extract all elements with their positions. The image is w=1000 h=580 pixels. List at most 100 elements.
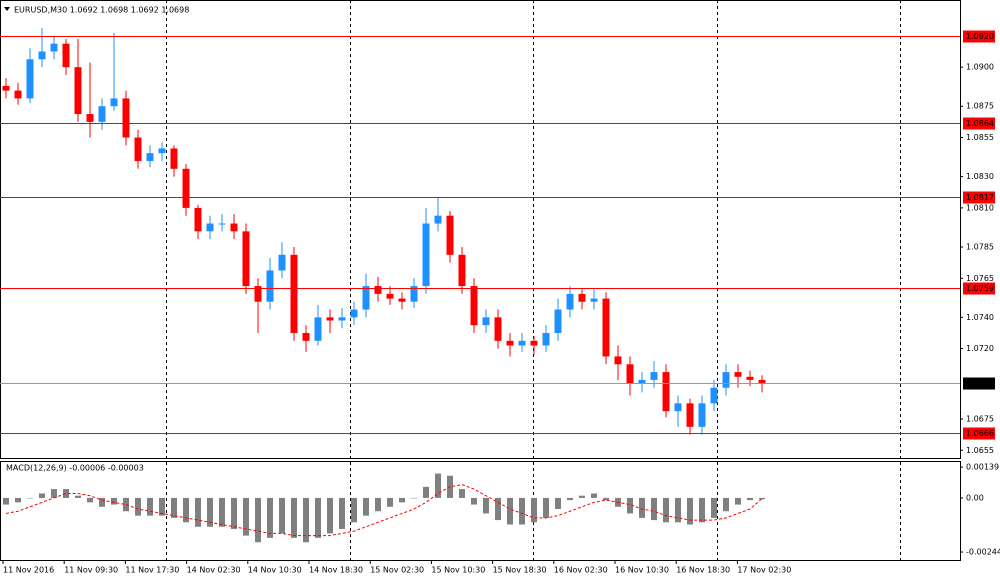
y-tick-label: 1.0740 bbox=[966, 313, 994, 322]
macd-bar bbox=[315, 497, 321, 538]
macd-bar bbox=[639, 497, 645, 518]
macd-bar bbox=[519, 497, 525, 525]
macd-bar bbox=[159, 497, 165, 516]
candle-body bbox=[362, 286, 370, 310]
candle-body bbox=[350, 309, 358, 318]
macd-bar bbox=[735, 497, 741, 505]
macd-bar bbox=[339, 497, 345, 529]
macd-panel-frame bbox=[0, 461, 961, 561]
level-label: 1.0666 bbox=[966, 429, 994, 438]
candle-body bbox=[614, 356, 622, 365]
macd-bar bbox=[219, 497, 225, 527]
level-label-box bbox=[963, 282, 995, 295]
x-tick-label: 15 Nov 10:30 bbox=[431, 566, 485, 575]
macd-bar bbox=[555, 497, 561, 510]
candle-body bbox=[650, 372, 658, 380]
candle-body bbox=[758, 379, 766, 384]
menu-arrow bbox=[4, 7, 10, 11]
macd-bar bbox=[135, 497, 141, 516]
candle-body bbox=[470, 286, 478, 326]
candle-body bbox=[314, 317, 322, 341]
candle-body bbox=[530, 340, 538, 346]
x-tick-label: 14 Nov 18:30 bbox=[309, 566, 363, 575]
candle-body bbox=[14, 90, 22, 99]
price-panel-frame bbox=[0, 0, 961, 459]
macd-bar bbox=[387, 497, 393, 507]
macd-bar bbox=[291, 497, 297, 538]
macd-bar bbox=[723, 497, 729, 512]
macd-bar bbox=[75, 495, 81, 498]
y-tick-label: 1.0655 bbox=[966, 446, 994, 455]
y-tick-label: -0.00244 bbox=[966, 548, 1000, 557]
macd-bar bbox=[87, 497, 93, 503]
x-tick-label: 14 Nov 10:30 bbox=[248, 566, 302, 575]
macd-bar bbox=[99, 497, 105, 507]
y-tick-label: 1.0810 bbox=[966, 203, 994, 212]
candle-body bbox=[74, 67, 82, 115]
macd-bar bbox=[483, 497, 489, 514]
level-label: 1.0864 bbox=[966, 119, 994, 128]
macd-bar bbox=[459, 489, 465, 498]
macd-bar bbox=[687, 497, 693, 525]
macd-bar bbox=[663, 497, 669, 523]
candle-body bbox=[710, 387, 718, 404]
macd-bar bbox=[579, 495, 585, 498]
candle-body bbox=[2, 85, 10, 91]
y-tick-label: 1.0675 bbox=[966, 415, 994, 424]
level-label-box bbox=[963, 427, 995, 440]
macd-bar bbox=[243, 497, 249, 536]
macd-bar bbox=[207, 497, 213, 527]
macd-bar bbox=[327, 497, 333, 534]
macd-bar bbox=[531, 497, 537, 523]
macd-bar bbox=[471, 497, 477, 505]
candle-body bbox=[482, 317, 490, 326]
y-tick-label: 0.00139 bbox=[966, 463, 999, 472]
candle-body bbox=[98, 106, 106, 122]
candle-body bbox=[590, 298, 598, 302]
candle-body bbox=[50, 43, 58, 52]
candle-body bbox=[338, 317, 346, 321]
candle-body bbox=[302, 332, 310, 341]
candle-body bbox=[494, 317, 502, 341]
x-tick-label: 16 Nov 10:30 bbox=[615, 566, 669, 575]
candle-body bbox=[242, 231, 250, 287]
macd-bar bbox=[399, 497, 405, 503]
y-tick-label: 1.0875 bbox=[966, 102, 994, 111]
candle-body bbox=[386, 293, 394, 299]
y-tick-label: 1.0720 bbox=[966, 344, 994, 353]
level-label-box bbox=[963, 30, 995, 43]
x-tick-label: 15 Nov 18:30 bbox=[493, 566, 547, 575]
y-tick-label: 1.0785 bbox=[966, 242, 994, 251]
macd-bar bbox=[231, 497, 237, 529]
macd-bar bbox=[111, 497, 117, 505]
candle-body bbox=[26, 59, 34, 99]
candle-body bbox=[638, 379, 646, 384]
macd-bar bbox=[435, 473, 441, 498]
macd-bar bbox=[255, 497, 261, 543]
candle-body bbox=[722, 372, 730, 388]
macd-bar bbox=[15, 497, 21, 503]
x-tick-label: 11 Nov 2016 bbox=[3, 566, 54, 575]
y-tick-label: 1.0900 bbox=[966, 63, 994, 72]
candle-body bbox=[182, 168, 190, 208]
macd-bar bbox=[195, 497, 201, 527]
level-label: 1.0759 bbox=[966, 284, 994, 293]
macd-bar bbox=[759, 497, 765, 500]
macd-bar bbox=[39, 493, 45, 498]
macd-bar bbox=[603, 497, 609, 501]
macd-bar bbox=[543, 497, 549, 518]
candle-body bbox=[518, 340, 526, 346]
candle-body bbox=[290, 254, 298, 333]
macd-bar bbox=[423, 486, 429, 498]
macd-title: MACD(12,26,9) -0.00006 -0.00003 bbox=[6, 464, 144, 473]
macd-bar bbox=[675, 497, 681, 523]
candle-body bbox=[506, 340, 514, 346]
y-tick-label: 0.00 bbox=[966, 493, 984, 502]
candle-body bbox=[734, 372, 742, 377]
candle-body bbox=[206, 223, 214, 232]
macd-bar bbox=[3, 497, 9, 505]
x-tick-label: 14 Nov 02:30 bbox=[187, 566, 241, 575]
